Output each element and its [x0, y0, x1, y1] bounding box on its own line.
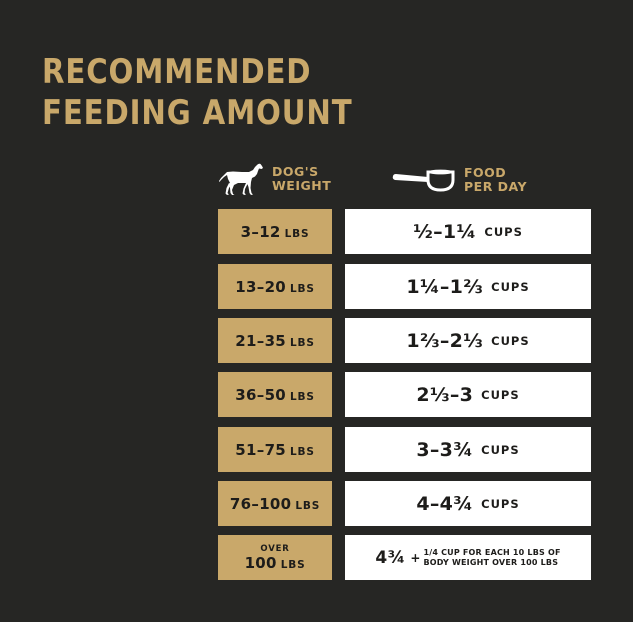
food-header-line-2: PER DAY — [464, 179, 528, 194]
weight-header-label: DOG'S WEIGHT — [272, 165, 331, 193]
table-row: 76–100 LBS 4–4¾ CUPS — [218, 481, 591, 526]
food-cell: 1⅔–2⅓ CUPS — [345, 318, 591, 363]
weight-column-header: DOG'S WEIGHT — [218, 162, 331, 196]
food-value: 4–4¾ — [416, 492, 474, 515]
weight-unit: LBS — [280, 558, 306, 571]
weight-unit: LBS — [290, 445, 315, 458]
weight-unit: LBS — [290, 336, 315, 349]
measuring-cup-icon — [392, 169, 455, 192]
food-note-line-1: 1/4 CUP FOR EACH 10 LBS OF — [423, 547, 561, 557]
weight-value: 36–50 — [235, 385, 287, 404]
weight-cell: 76–100 LBS — [218, 481, 332, 526]
food-unit: CUPS — [484, 224, 523, 239]
title-line-2: FEEDING AMOUNT — [42, 93, 353, 133]
weight-value: 3–12 — [240, 222, 281, 241]
food-cell: 2⅓–3 CUPS — [345, 372, 591, 417]
table-row: 21–35 LBS 1⅔–2⅓ CUPS — [218, 318, 591, 363]
food-cell: 4–4¾ CUPS — [345, 481, 591, 526]
food-cell: 4¾ + 1/4 CUP FOR EACH 10 LBS OF BODY WEI… — [345, 535, 591, 580]
weight-cell: 21–35 LBS — [218, 318, 332, 363]
food-cell: ½–1¼ CUPS — [345, 209, 591, 254]
food-header-line-1: FOOD — [464, 165, 507, 180]
food-value: 1⅔–2⅓ — [406, 329, 484, 352]
page-title: RECOMMENDED FEEDING AMOUNT — [42, 52, 353, 134]
food-note: 1/4 CUP FOR EACH 10 LBS OF BODY WEIGHT O… — [423, 548, 560, 568]
weight-cell: 51–75 LBS — [218, 427, 332, 472]
weight-value: 51–75 — [235, 440, 287, 459]
weight-value: 21–35 — [235, 331, 287, 350]
weight-value: 76–100 — [229, 494, 292, 513]
weight-cell: 13–20 LBS — [218, 264, 332, 309]
dog-icon — [219, 163, 263, 195]
food-cell: 3–3¾ CUPS — [345, 427, 591, 472]
weight-unit: LBS — [284, 227, 310, 240]
food-value: ½–1¼ — [413, 220, 477, 243]
food-value: 1¼–1⅔ — [406, 275, 484, 298]
weight-prefix: OVER — [260, 543, 290, 554]
weight-value: 100 — [244, 553, 277, 572]
table-row: 51–75 LBS 3–3¾ CUPS — [218, 427, 591, 472]
weight-unit: LBS — [290, 390, 315, 403]
food-value: 3–3¾ — [416, 438, 474, 461]
food-unit: CUPS — [491, 279, 530, 294]
table-row-over-100: OVER 100 LBS 4¾ + 1/4 CUP FOR EACH 10 LBS… — [218, 535, 591, 580]
title-line-1: RECOMMENDED — [42, 52, 312, 92]
food-column-header: FOOD PER DAY — [392, 166, 527, 194]
table-row: 36–50 LBS 2⅓–3 CUPS — [218, 372, 591, 417]
table-row: 3–12 LBS ½–1¼ CUPS — [218, 209, 591, 254]
weight-unit: LBS — [290, 282, 315, 295]
food-unit: CUPS — [481, 442, 520, 457]
weight-header-line-1: DOG'S — [272, 164, 319, 179]
table-row: 13–20 LBS 1¼–1⅔ CUPS — [218, 264, 591, 309]
food-cell: 1¼–1⅔ CUPS — [345, 264, 591, 309]
plus-sign: + — [410, 550, 421, 565]
food-unit: CUPS — [491, 333, 530, 348]
food-value: 4¾ — [375, 547, 406, 568]
weight-unit: LBS — [295, 499, 321, 512]
food-note-line-2: BODY WEIGHT OVER 100 LBS — [423, 557, 559, 567]
food-header-label: FOOD PER DAY — [464, 166, 527, 194]
weight-cell: OVER 100 LBS — [218, 535, 332, 580]
food-unit: CUPS — [481, 387, 520, 402]
weight-cell: 3–12 LBS — [218, 209, 332, 254]
food-unit: CUPS — [481, 496, 520, 511]
weight-value: 13–20 — [235, 277, 287, 296]
weight-header-line-2: WEIGHT — [272, 178, 332, 193]
food-value: 2⅓–3 — [416, 383, 474, 406]
weight-cell: 36–50 LBS — [218, 372, 332, 417]
